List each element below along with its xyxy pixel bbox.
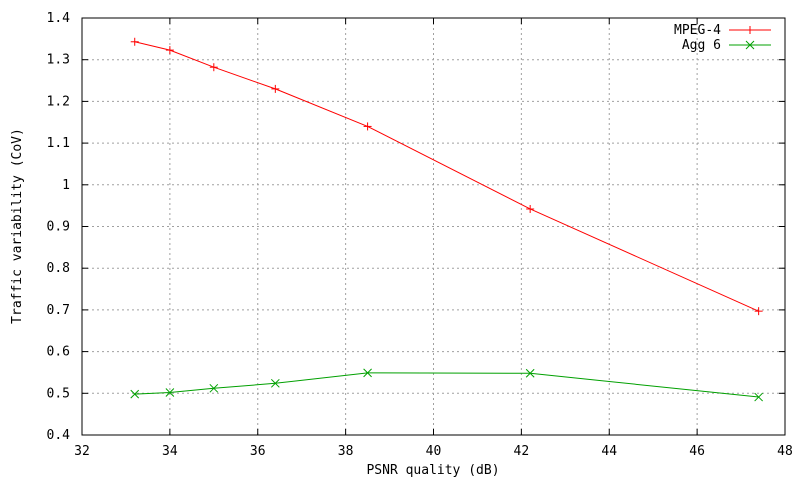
x-axis-title: PSNR quality (dB)	[366, 463, 499, 478]
series	[130, 37, 763, 402]
legend-label: MPEG-4	[674, 23, 721, 38]
x-tick-label: 44	[601, 444, 617, 459]
x-tick-label: 34	[162, 444, 178, 459]
y-tick-label: 0.8	[47, 261, 70, 276]
y-tick-label: 1.4	[47, 11, 71, 26]
x-tick-label: 42	[514, 444, 530, 459]
x-tick-label: 40	[426, 444, 442, 459]
grid	[82, 18, 785, 435]
data-point	[209, 63, 218, 72]
y-tick-label: 0.9	[47, 220, 70, 235]
data-point	[526, 204, 535, 213]
y-tick-label: 0.4	[47, 428, 71, 443]
y-tick-label: 1	[62, 178, 70, 193]
y-tick-label: 1.2	[47, 94, 70, 109]
data-point	[270, 378, 280, 388]
data-point	[165, 388, 175, 397]
data-point	[271, 84, 280, 93]
series-line	[134, 41, 759, 312]
data-point	[754, 307, 763, 316]
x-tick-label: 38	[338, 444, 354, 459]
x-tick-label: 36	[250, 444, 266, 459]
data-point	[754, 392, 763, 402]
data-point	[363, 368, 372, 378]
series-agg-6	[130, 368, 763, 402]
data-point	[525, 368, 535, 378]
data-point	[165, 46, 174, 55]
x-tick-label: 48	[777, 444, 793, 459]
data-point	[130, 37, 139, 46]
x-tick-label: 46	[689, 444, 705, 459]
y-tick-label: 1.3	[47, 53, 70, 68]
y-tick-label: 0.6	[47, 345, 70, 360]
data-point	[130, 389, 140, 399]
y-axis-title: Traffic variability (CoV)	[10, 128, 25, 324]
legend-marker	[745, 40, 755, 50]
data-point	[209, 383, 219, 393]
legend-label: Agg 6	[682, 38, 721, 53]
plot-frame	[81, 17, 786, 436]
y-tick-label: 0.5	[47, 386, 70, 401]
data-point	[363, 122, 372, 131]
y-tick-label: 1.1	[47, 136, 70, 151]
y-tick-label: 0.7	[47, 303, 70, 318]
series-mpeg-4	[130, 37, 763, 316]
legend-marker	[746, 26, 754, 34]
x-tick-label: 32	[74, 444, 90, 459]
tick-labels: 32 34 36 38 40 42 44 46 48 0.4 0.5 0.6 0.7 0.8 0.9 1 1.1…	[47, 11, 793, 459]
